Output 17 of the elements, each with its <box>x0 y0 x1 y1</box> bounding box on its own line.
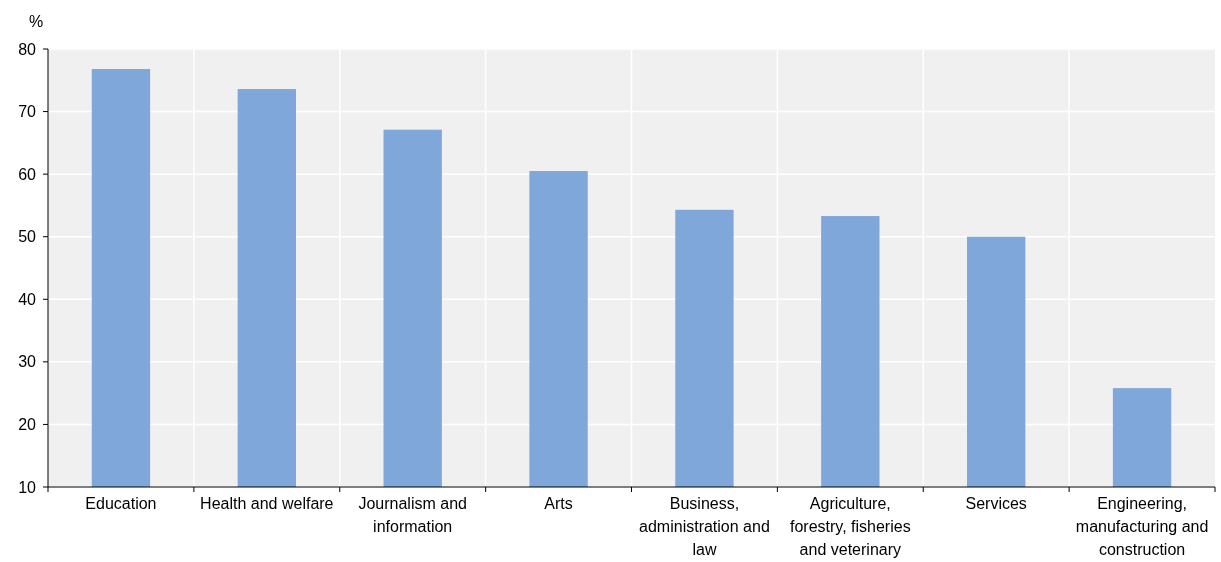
y-axis-title: % <box>28 13 44 30</box>
y-tick-label: 70 <box>18 103 37 121</box>
x-tick-label: Business, administration and law <box>639 495 770 558</box>
x-tick-label: Education <box>85 495 157 512</box>
y-tick-label: 30 <box>18 353 37 371</box>
y-tick-label: 10 <box>18 478 37 496</box>
x-tick-label: Services <box>965 495 1027 512</box>
x-tick-label: Engineering, manufacturing and construction <box>1075 495 1209 558</box>
x-tick-label: Agriculture, forestry, fisheries and veterinary <box>790 495 911 558</box>
y-tick-label: 50 <box>18 228 37 246</box>
y-tick-label: 80 <box>18 40 37 58</box>
y-tick-label: 40 <box>18 290 37 308</box>
x-tick-label: Health and welfare <box>200 495 334 512</box>
x-tick-label: Arts <box>544 495 573 512</box>
y-tick-label: 60 <box>18 165 37 183</box>
x-tick-label: Journalism and information <box>358 495 467 535</box>
y-tick-label: 20 <box>18 416 37 434</box>
